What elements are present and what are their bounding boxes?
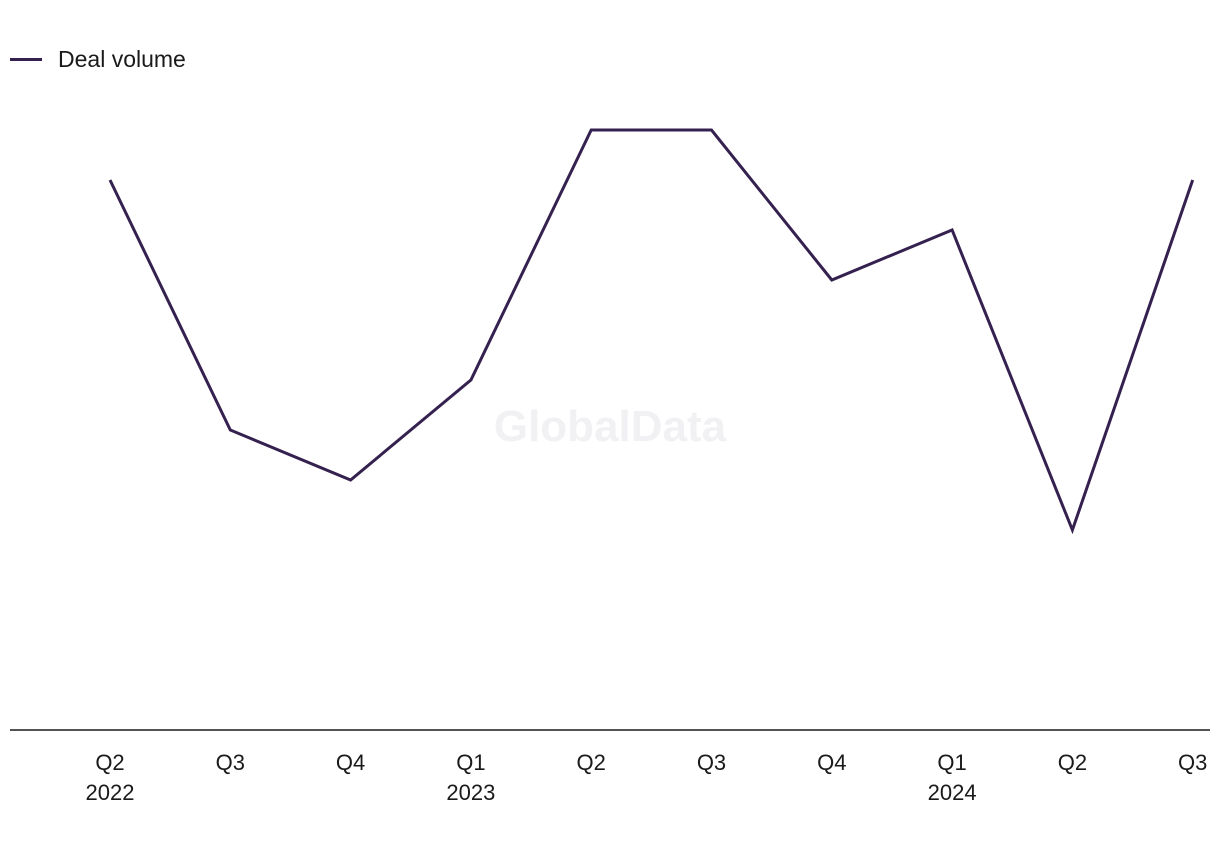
legend-swatch: [10, 58, 42, 61]
x-tick-year-label: 2024: [928, 780, 977, 805]
x-tick-label: Q1: [456, 750, 485, 775]
x-tick-label: Q2: [1058, 750, 1087, 775]
x-tick-label: Q3: [697, 750, 726, 775]
legend-label: Deal volume: [58, 46, 186, 72]
x-tick-label: Q3: [216, 750, 245, 775]
x-tick-label: Q3: [1178, 750, 1207, 775]
x-tick-label: Q1: [937, 750, 966, 775]
x-tick-year-label: 2023: [446, 780, 495, 805]
watermark: GlobalData: [494, 402, 727, 451]
x-tick-label: Q4: [336, 750, 365, 775]
x-tick-label: Q2: [577, 750, 606, 775]
x-tick-year-label: 2022: [86, 780, 135, 805]
legend: Deal volume: [10, 46, 186, 73]
x-tick-label: Q2: [95, 750, 124, 775]
series-line-deal-volume: [108, 128, 1195, 535]
x-tick-label: Q4: [817, 750, 846, 775]
